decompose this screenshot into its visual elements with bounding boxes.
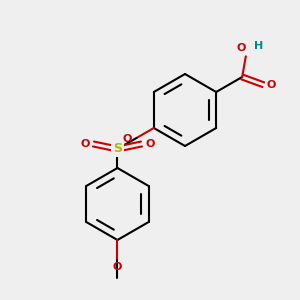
Text: S: S xyxy=(113,142,122,155)
Text: O: O xyxy=(113,262,122,272)
Text: O: O xyxy=(80,139,89,149)
Text: O: O xyxy=(122,134,131,144)
Text: O: O xyxy=(236,43,246,53)
Text: O: O xyxy=(266,80,276,90)
Text: H: H xyxy=(254,41,263,51)
Text: O: O xyxy=(146,139,155,149)
